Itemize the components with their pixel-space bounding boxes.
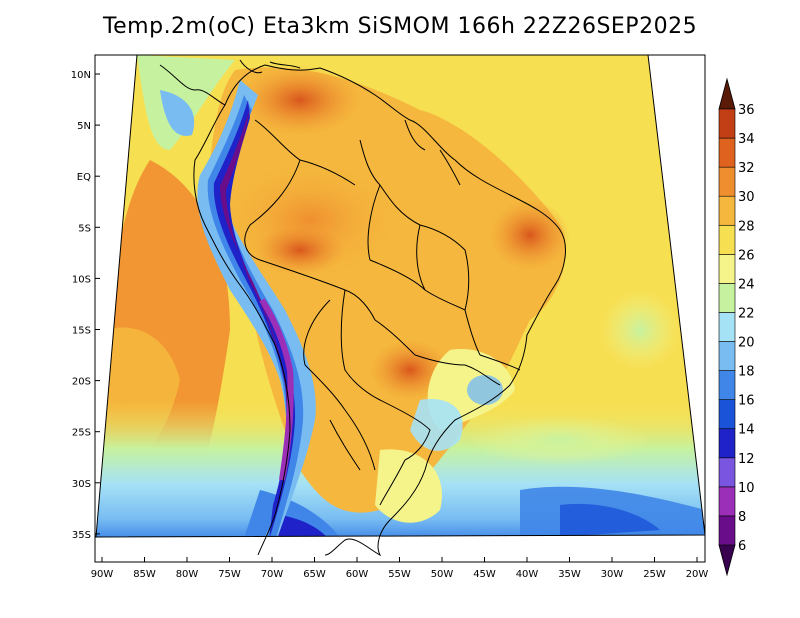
lon-tick-label: 30W [601, 569, 624, 580]
colorbar-label: 14 [738, 423, 755, 438]
lat-tick-label: 35S [72, 530, 91, 541]
longitude-axis: 90W 85W 80W 75W 70W 65W 60W 55W 50W 45W 40W 35W 30W 2… [91, 557, 709, 580]
atlantic-cool-patch-2 [600, 290, 680, 370]
altiplano-cold-core [259, 298, 294, 481]
colorbar-label: 28 [738, 219, 755, 234]
andes-cool-strip [197, 80, 316, 537]
lon-tick-label: 65W [303, 569, 326, 580]
lat-tick-label: 10S [72, 274, 91, 285]
southeast-cool-area [410, 399, 463, 451]
lon-tick-label: 20W [686, 569, 709, 580]
west-coastline [193, 104, 291, 556]
colorbar-segment [718, 341, 736, 371]
atlantic-cool-patch [470, 415, 650, 465]
lat-tick-label: 5S [78, 223, 91, 234]
lon-tick-label: 35W [558, 569, 581, 580]
lon-tick-label: 90W [91, 569, 114, 580]
colorbar-segment [718, 428, 736, 459]
lon-tick-label: 25W [643, 569, 666, 580]
colorbar-high-arrow [718, 77, 736, 110]
lat-tick-label: 30S [72, 479, 91, 490]
colorbar-segment [718, 137, 736, 168]
colorbar-label: 26 [738, 248, 755, 263]
lon-tick-label: 85W [133, 569, 156, 580]
colorbar-segment [718, 312, 736, 342]
lat-tick-label: 5N [77, 121, 91, 132]
colorbar-segment [718, 486, 736, 517]
colorbar-segment [718, 399, 736, 430]
colorbar-label: 10 [738, 481, 755, 496]
colorbar-segment [718, 283, 736, 313]
south-atlantic-colder-patch [560, 503, 660, 537]
colorbar-label: 16 [738, 394, 755, 409]
colorbar-segment [718, 224, 736, 255]
colorbar-label: 12 [738, 452, 755, 467]
colorbar-label: 18 [738, 365, 755, 380]
lat-tick-label: EQ [77, 172, 91, 183]
east-coastline [159, 64, 566, 557]
lon-tick-label: 40W [516, 569, 539, 580]
map-title: Temp.2m(oC) Eta3km SiSMOM 166h 22Z26SEP2… [102, 14, 698, 39]
western-amazon-hot-area [255, 225, 345, 275]
colorbar-label: 8 [738, 510, 746, 525]
colorbar-segment [718, 108, 736, 139]
lon-tick-label: 45W [473, 569, 496, 580]
colorbar-label: 22 [738, 306, 755, 321]
lon-tick-label: 50W [431, 569, 454, 580]
colorbar-segment [718, 457, 736, 488]
lat-tick-label: 25S [72, 428, 91, 439]
latitude-axis: 10N 5N EQ 5S 10S 15S 20S 25S 30S 35S [71, 70, 100, 541]
colorbar-low-arrow [718, 544, 736, 577]
colorbar: 6 8 10 12 14 16 18 20 22 24 26 28 30 32 34 36 [718, 77, 755, 577]
colorbar-segment [718, 195, 736, 226]
colorbar-label: 32 [738, 161, 755, 176]
colorbar-label: 34 [738, 132, 755, 147]
temperature-field [96, 55, 705, 537]
venezuela-hot-area [240, 65, 360, 135]
colorbar-label: 24 [738, 277, 755, 292]
colorbar-segment [718, 515, 736, 546]
lat-tick-label: 10N [71, 70, 91, 81]
colorbar-label: 36 [738, 103, 755, 118]
political-boundaries [159, 59, 566, 557]
northeast-hot-area [490, 200, 570, 270]
caribbean-coast [239, 59, 301, 74]
colorbar-label: 6 [738, 539, 746, 554]
pacific-cool-patch [160, 90, 195, 136]
lat-tick-label: 20S [72, 377, 91, 388]
country-and-state-borders [244, 119, 521, 506]
lon-tick-label: 75W [218, 569, 241, 580]
colorbar-label: 20 [738, 336, 755, 351]
colorbar-segment [718, 166, 736, 197]
colorbar-label: 30 [738, 190, 755, 205]
lon-tick-label: 80W [176, 569, 199, 580]
lon-tick-label: 70W [261, 569, 284, 580]
lon-tick-label: 60W [346, 569, 369, 580]
colorbar-segment [718, 254, 736, 284]
colorbar-segment [718, 370, 736, 400]
patagonia-colder-area [270, 515, 335, 537]
lat-tick-label: 15S [72, 326, 91, 337]
lon-tick-label: 55W [388, 569, 411, 580]
mantiqueira-cool-spot [467, 375, 503, 405]
